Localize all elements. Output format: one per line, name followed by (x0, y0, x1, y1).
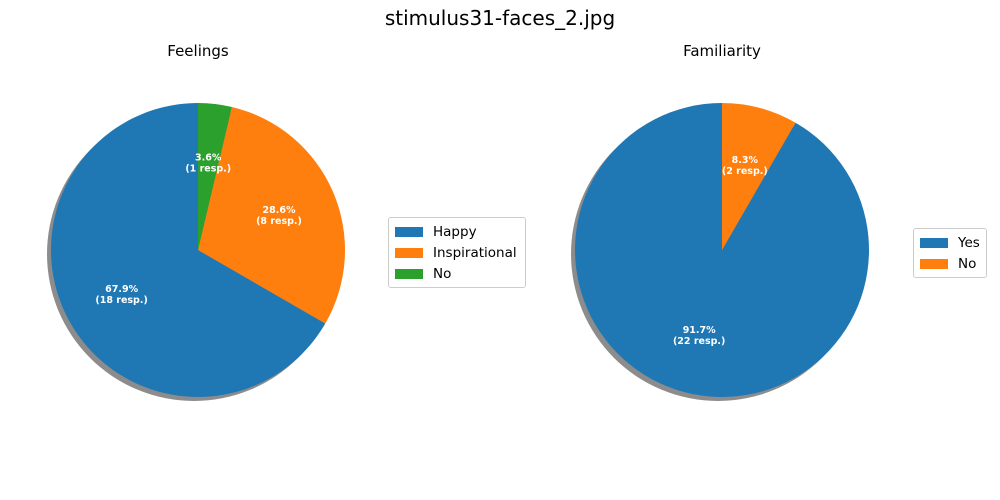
familiarity-legend-label-yes: Yes (958, 234, 980, 251)
feelings-slice-happy (50, 103, 326, 397)
familiarity-legend-label-no: No (958, 255, 977, 272)
figure-title: stimulus31-faces_2.jpg (384, 6, 616, 30)
feelings-legend-item-happy: Happy (395, 221, 517, 242)
feelings-legend-swatch-inspirational (395, 247, 423, 258)
feelings-label-inspirational: 28.6% (8 resp.) (256, 205, 302, 227)
feelings-label-no: 3.6% (1 resp.) (185, 152, 231, 174)
feelings-legend-label-happy: Happy (433, 223, 477, 240)
feelings-legend-label-inspirational: Inspirational (433, 244, 517, 261)
pie-title-familiarity: Familiarity (683, 42, 761, 60)
familiarity-legend: Yes No (913, 228, 987, 278)
familiarity-legend-swatch-yes (920, 237, 948, 248)
pie-title-feelings: Feelings (167, 42, 229, 60)
feelings-legend: Happy Inspirational No (388, 217, 526, 288)
familiarity-legend-swatch-no (920, 258, 948, 269)
feelings-label-happy: 67.9% (18 resp.) (95, 284, 147, 306)
feelings-slice-no (198, 103, 232, 250)
familiarity-legend-item-no: No (920, 253, 978, 274)
familiarity-legend-item-yes: Yes (920, 232, 980, 253)
feelings-legend-swatch-happy (395, 226, 423, 237)
feelings-legend-swatch-no (395, 268, 423, 279)
feelings-legend-label-no: No (433, 265, 452, 282)
feelings-legend-item-inspirational: Inspirational (395, 242, 517, 263)
feelings-slice-inspirational (198, 106, 345, 324)
familiarity-label-no: 8.3% (2 resp.) (722, 155, 768, 177)
feelings-legend-item-no: No (395, 263, 517, 284)
familiarity-slice-no (722, 103, 796, 250)
familiarity-label-yes: 91.7% (22 resp.) (673, 325, 725, 347)
